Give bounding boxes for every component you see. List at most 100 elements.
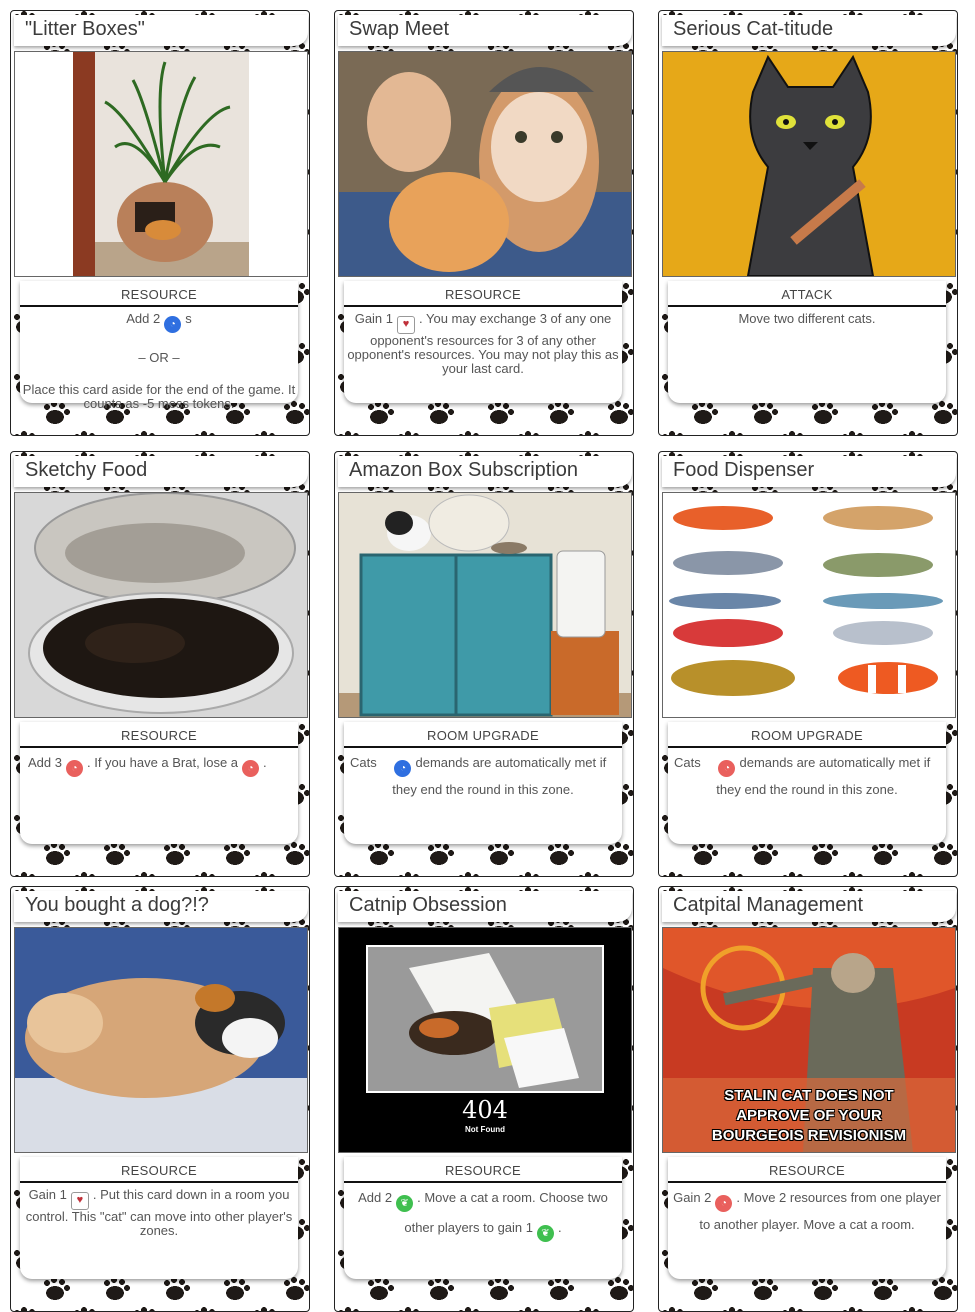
- card-swap-meet[interactable]: Swap Meet RESOURCE Gain 1 ♥. You may exch…: [334, 10, 634, 436]
- card-type: ROOM UPGRADE: [344, 728, 622, 748]
- red-resource-icon: ◔: [242, 760, 260, 777]
- card-title: Catnip Obsession: [349, 894, 507, 916]
- card-body: Add 2 ❦. Move a cat a room. Choose two ot…: [344, 1183, 622, 1243]
- card-text-box: ROOM UPGRADE Cats ◔ demands are automatica…: [668, 722, 946, 844]
- art-caption-line: STALIN CAT DOES NOT: [724, 1087, 894, 1104]
- card-title-bar: You bought a dog?!?: [14, 891, 308, 922]
- card-text-box: RESOURCE Add 2 ◔ s – OR – Place this card …: [20, 281, 298, 411]
- card-text: Cats: [350, 755, 377, 770]
- card-body: Add 2 ◔ s – OR – Place this card aside for…: [20, 307, 298, 411]
- card-body: Move two different cats.: [668, 307, 946, 326]
- cat-face-icon: ♥: [397, 316, 416, 334]
- card-text-box: ROOM UPGRADE Cats ◔ demands are automatica…: [344, 722, 622, 844]
- card-art: STALIN CAT DOES NOT APPROVE OF YOUR BOUR…: [662, 927, 956, 1153]
- card-type: RESOURCE: [20, 287, 298, 307]
- art-caption-big: 404: [462, 1096, 508, 1124]
- card-text-box: RESOURCE Gain 1 ♥. Put this card down in …: [20, 1157, 298, 1279]
- card-text: .: [558, 1220, 562, 1235]
- card-art: [14, 51, 308, 277]
- card-catnip-obsession[interactable]: Catnip Obsession 404 Not Found RESOURCE …: [334, 886, 634, 1312]
- card-text-box: RESOURCE Gain 1 ♥. You may exchange 3 of …: [344, 281, 622, 403]
- card-art: 404 Not Found: [338, 927, 632, 1153]
- card-sketchy-food[interactable]: Sketchy Food RESOURCE Add 3 ◔. If you hav…: [10, 451, 310, 877]
- art-caption-small: Not Found: [465, 1125, 505, 1134]
- card-text: Add 3: [28, 755, 62, 770]
- card-text: Cats: [674, 755, 701, 770]
- card-title: Sketchy Food: [25, 459, 148, 481]
- card-text: Gain 1: [354, 311, 394, 326]
- card-title-bar: Food Dispenser: [662, 456, 956, 487]
- catnip-leaf-icon: ❦: [537, 1225, 554, 1242]
- card-body: Gain 2 ◔. Move 2 resources from one playe…: [668, 1183, 946, 1237]
- card-body: Gain 1 ♥. Put this card down in a room yo…: [20, 1183, 298, 1238]
- card-text: . Put this card down in a room you contr…: [25, 1187, 293, 1238]
- card-serious-cat-titude[interactable]: Serious Cat-titude ATTACK Move two diffe…: [658, 10, 958, 436]
- card-art: [338, 492, 632, 718]
- card-title-bar: Catpital Management: [662, 891, 956, 922]
- card-type: RESOURCE: [344, 287, 622, 307]
- card-text: demands are automatically met if they en…: [716, 755, 931, 797]
- card-title-bar: Swap Meet: [338, 15, 632, 46]
- art-caption-line: APPROVE OF YOUR: [736, 1107, 882, 1124]
- card-amazon-box-subscription[interactable]: Amazon Box Subscription ROOM UPGRADE Cat…: [334, 451, 634, 877]
- red-resource-icon: ◔: [718, 760, 736, 777]
- card-text: . You may exchange 3 of any one opponent…: [347, 311, 619, 376]
- catnip-leaf-icon: ❦: [396, 1195, 414, 1212]
- card-type: RESOURCE: [20, 1163, 298, 1183]
- card-art: [338, 51, 632, 277]
- water-drop-icon: ◔: [164, 316, 182, 333]
- card-text: . If you have a Brat, lose a: [86, 755, 239, 770]
- card-title: Food Dispenser: [673, 459, 815, 481]
- card-text: s: [185, 311, 192, 326]
- card-text: Move two different cats.: [738, 311, 876, 326]
- card-title-bar: Amazon Box Subscription: [338, 456, 632, 487]
- art-caption-line: BOURGEOIS REVISIONISM: [711, 1127, 907, 1144]
- card-art: [14, 492, 308, 718]
- red-resource-icon: ◔: [715, 1195, 733, 1212]
- art-caption: STALIN CAT DOES NOT APPROVE OF YOUR BOUR…: [663, 1086, 955, 1146]
- card-text-box: RESOURCE Add 2 ❦. Move a cat a room. Choo…: [344, 1157, 622, 1279]
- card-type: RESOURCE: [668, 1163, 946, 1183]
- card-text: . Move 2 resources from one player to an…: [699, 1190, 941, 1232]
- card-body: Cats ◔ demands are automatically met if th…: [668, 748, 946, 802]
- card-title-bar: Serious Cat-titude: [662, 15, 956, 46]
- card-title: Amazon Box Subscription: [349, 459, 579, 481]
- card-title-bar: Sketchy Food: [14, 456, 308, 487]
- red-resource-icon: ◔: [65, 760, 83, 777]
- card-text-box: ATTACK Move two different cats.: [668, 281, 946, 403]
- card-title-bar: Catnip Obsession: [338, 891, 632, 922]
- card-art: [662, 492, 956, 718]
- card-title: Catpital Management: [673, 894, 864, 916]
- card-text: .: [263, 755, 267, 770]
- card-or-divider: – OR –: [138, 350, 180, 365]
- card-text: Gain 1: [28, 1187, 67, 1202]
- card-text: Add 2: [126, 311, 161, 326]
- card-food-dispenser[interactable]: Food Dispenser ROOM UPGRADE Cats ◔ d: [658, 451, 958, 877]
- card-art: [14, 927, 308, 1153]
- card-body: Cats ◔ demands are automatically met if th…: [344, 748, 622, 802]
- card-text: Add 2: [358, 1190, 393, 1205]
- card-text-box: RESOURCE Add 3 ◔. If you have a Brat, los…: [20, 722, 298, 844]
- card-text-box: RESOURCE Gain 2 ◔. Move 2 resources from …: [668, 1157, 946, 1279]
- card-title-bar: "Litter Boxes": [14, 15, 308, 46]
- card-type: ATTACK: [668, 287, 946, 307]
- card-body: Gain 1 ♥. You may exchange 3 of any one o…: [344, 307, 622, 376]
- card-text: Place this card aside for the end of the…: [22, 382, 296, 411]
- card-art: [662, 51, 956, 277]
- card-title: You bought a dog?!?: [25, 894, 209, 916]
- cat-face-icon: ♥: [70, 1192, 89, 1210]
- card-catpital-management[interactable]: Catpital Management STALIN CAT DOES NOT …: [658, 886, 958, 1312]
- card-body: Add 3 ◔. If you have a Brat, lose a ◔.: [20, 748, 298, 777]
- card-text: . Move a cat a room. Choose two other pl…: [404, 1190, 608, 1235]
- card-title: Swap Meet: [349, 18, 450, 40]
- card-text: demands are automatically met if they en…: [392, 755, 607, 797]
- card-title: Serious Cat-titude: [673, 18, 834, 40]
- card-litter-boxes[interactable]: "Litter Boxes" RESOURCE Add 2 ◔ s – OR – P…: [10, 10, 310, 436]
- card-type: RESOURCE: [344, 1163, 622, 1183]
- card-text: Gain 2: [673, 1190, 712, 1205]
- water-drop-icon: ◔: [394, 760, 412, 777]
- card-title: "Litter Boxes": [25, 18, 145, 40]
- card-you-bought-a-dog[interactable]: You bought a dog?!? RESOURCE Gain 1 ♥. Pu…: [10, 886, 310, 1312]
- card-type: ROOM UPGRADE: [668, 728, 946, 748]
- card-type: RESOURCE: [20, 728, 298, 748]
